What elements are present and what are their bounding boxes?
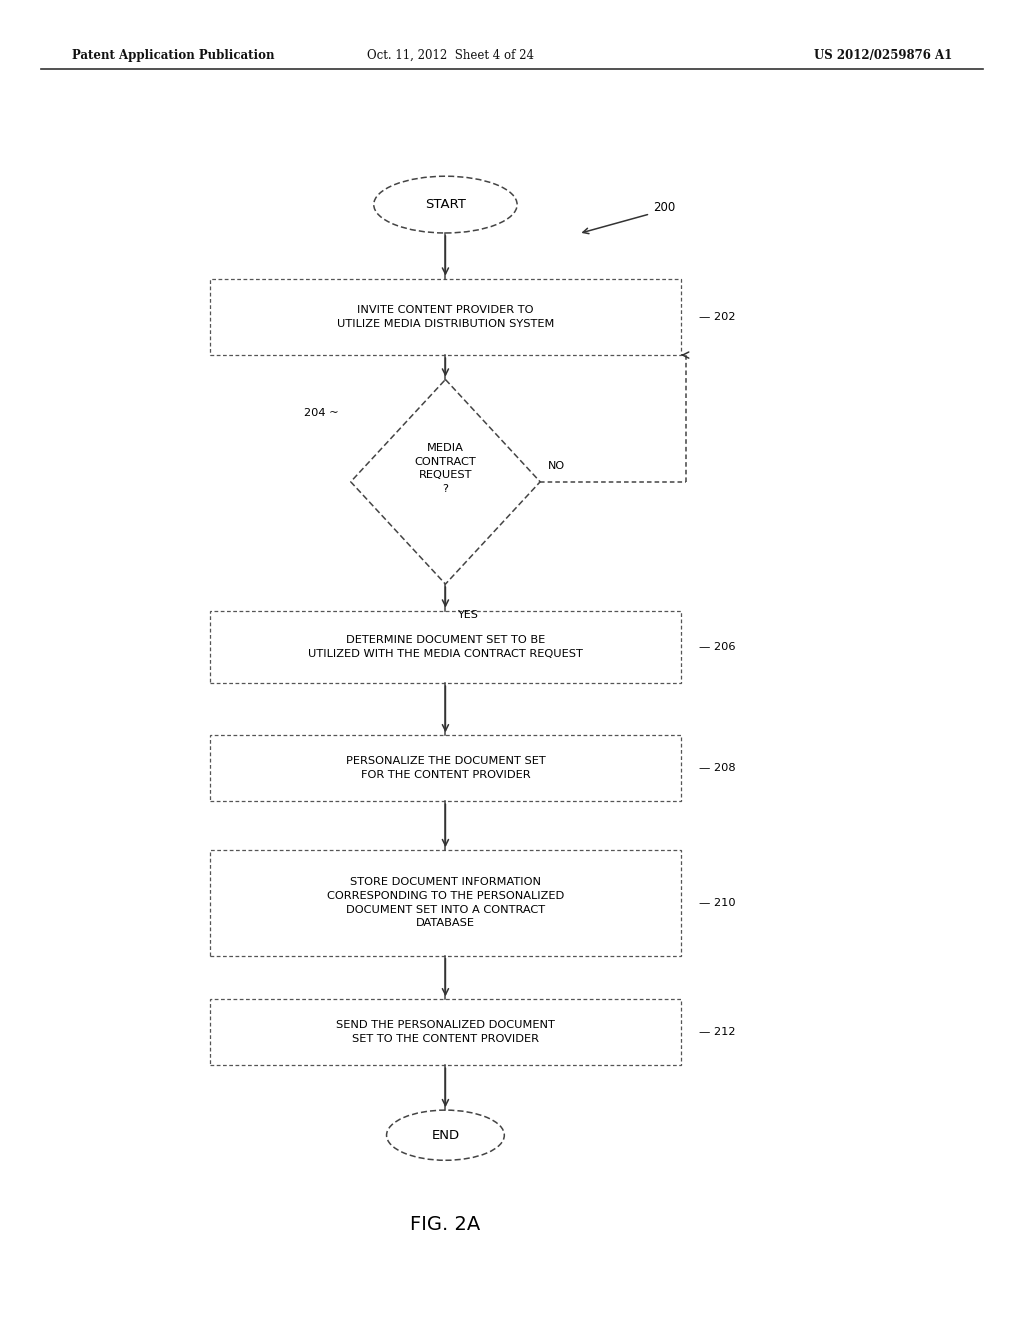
Text: US 2012/0259876 A1: US 2012/0259876 A1: [814, 49, 952, 62]
FancyBboxPatch shape: [210, 999, 681, 1065]
Text: — 206: — 206: [699, 642, 736, 652]
FancyBboxPatch shape: [210, 735, 681, 801]
Text: — 210: — 210: [699, 898, 736, 908]
Text: INVITE CONTENT PROVIDER TO
UTILIZE MEDIA DISTRIBUTION SYSTEM: INVITE CONTENT PROVIDER TO UTILIZE MEDIA…: [337, 305, 554, 329]
Text: Oct. 11, 2012  Sheet 4 of 24: Oct. 11, 2012 Sheet 4 of 24: [367, 49, 535, 62]
Text: YES: YES: [458, 610, 478, 620]
Text: 200: 200: [653, 201, 676, 214]
FancyBboxPatch shape: [210, 850, 681, 956]
Ellipse shape: [374, 177, 517, 234]
Text: DETERMINE DOCUMENT SET TO BE
UTILIZED WITH THE MEDIA CONTRACT REQUEST: DETERMINE DOCUMENT SET TO BE UTILIZED WI…: [308, 635, 583, 659]
Text: SEND THE PERSONALIZED DOCUMENT
SET TO THE CONTENT PROVIDER: SEND THE PERSONALIZED DOCUMENT SET TO TH…: [336, 1020, 555, 1044]
FancyBboxPatch shape: [210, 610, 681, 684]
Text: — 202: — 202: [699, 312, 736, 322]
Text: — 212: — 212: [699, 1027, 736, 1038]
Text: START: START: [425, 198, 466, 211]
Text: END: END: [431, 1129, 460, 1142]
FancyBboxPatch shape: [210, 279, 681, 355]
Text: MEDIA
CONTRACT
REQUEST
?: MEDIA CONTRACT REQUEST ?: [415, 444, 476, 494]
Text: NO: NO: [549, 461, 565, 471]
Text: 204 ~: 204 ~: [304, 408, 338, 417]
Text: FIG. 2A: FIG. 2A: [411, 1216, 480, 1234]
Text: STORE DOCUMENT INFORMATION
CORRESPONDING TO THE PERSONALIZED
DOCUMENT SET INTO A: STORE DOCUMENT INFORMATION CORRESPONDING…: [327, 878, 564, 928]
Ellipse shape: [386, 1110, 504, 1160]
Text: Patent Application Publication: Patent Application Publication: [72, 49, 274, 62]
Text: — 208: — 208: [699, 763, 736, 774]
Text: PERSONALIZE THE DOCUMENT SET
FOR THE CONTENT PROVIDER: PERSONALIZE THE DOCUMENT SET FOR THE CON…: [345, 756, 546, 780]
